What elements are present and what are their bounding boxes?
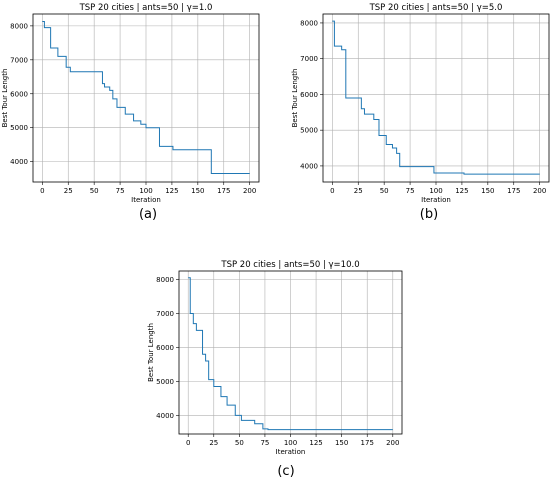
- x-tick-label: 100: [139, 187, 152, 195]
- y-tick-label: 6000: [156, 344, 174, 352]
- y-tick-label: 6000: [10, 90, 28, 98]
- y-tick-label: 8000: [156, 276, 174, 284]
- x-axis-label: Iteration: [276, 448, 306, 456]
- chart-title: TSP 20 cities | ants=50 | γ=5.0: [369, 3, 503, 13]
- y-tick-label: 4000: [300, 162, 318, 170]
- panel-caption-b: (b): [420, 207, 438, 222]
- y-axis-label: Best Tour Length: [147, 323, 155, 382]
- x-tick-label: 75: [406, 187, 415, 195]
- x-tick-label: 150: [335, 439, 348, 447]
- y-tick-label: 7000: [156, 310, 174, 318]
- y-axis-label: Best Tour Length: [1, 69, 9, 128]
- x-tick-label: 200: [243, 187, 256, 195]
- x-tick-label: 125: [309, 439, 322, 447]
- x-tick-label: 0: [186, 439, 190, 447]
- panel-caption-c: (c): [277, 464, 294, 479]
- x-tick-label: 50: [90, 187, 99, 195]
- chart-title: TSP 20 cities | ants=50 | γ=10.0: [220, 260, 359, 270]
- x-tick-label: 200: [533, 187, 546, 195]
- x-tick-label: 0: [40, 187, 44, 195]
- x-tick-label: 100: [284, 439, 297, 447]
- x-tick-label: 200: [386, 439, 399, 447]
- x-tick-label: 150: [481, 187, 494, 195]
- panel-caption-a: (a): [139, 207, 157, 222]
- y-tick-label: 5000: [300, 127, 318, 135]
- chart-title: TSP 20 cities | ants=50 | γ=1.0: [79, 3, 213, 13]
- x-tick-label: 150: [191, 187, 204, 195]
- chart-panel-c: 0 25 50 75 100 125 150 175 200 4000 5000 6000 7000 80…: [147, 260, 403, 479]
- y-tick-label: 8000: [10, 22, 28, 30]
- x-tick-label: 175: [217, 187, 230, 195]
- series-line: [188, 277, 393, 431]
- y-tick-label: 7000: [300, 55, 318, 63]
- x-tick-label: 0: [330, 187, 334, 195]
- x-tick-label: 75: [260, 439, 269, 447]
- x-axis-label: Iteration: [131, 196, 161, 204]
- x-tick-label: 125: [165, 187, 178, 195]
- y-tick-label: 5000: [10, 124, 28, 132]
- y-tick-label: 4000: [10, 158, 28, 166]
- x-tick-label: 25: [209, 439, 218, 447]
- x-tick-label: 175: [361, 439, 374, 447]
- series-line: [42, 20, 250, 175]
- series-line: [332, 20, 540, 175]
- x-tick-label: 175: [507, 187, 520, 195]
- x-tick-label: 100: [429, 187, 442, 195]
- x-axis-label: Iteration: [421, 196, 451, 204]
- y-tick-label: 5000: [156, 378, 174, 386]
- x-tick-label: 25: [354, 187, 363, 195]
- plot-frame: [178, 270, 403, 435]
- chart-panel-a: 0 25 50 75 100 125 150 175 200 4000 5000 6000 7000 80…: [1, 3, 260, 222]
- y-tick-label: 8000: [300, 19, 318, 27]
- plot-frame: [32, 13, 260, 183]
- y-axis-label: Best Tour Length: [291, 69, 299, 128]
- y-tick-label: 6000: [300, 91, 318, 99]
- y-tick-label: 4000: [156, 412, 174, 420]
- x-tick-label: 25: [64, 187, 73, 195]
- chart-panel-b: 0 25 50 75 100 125 150 175 200 4000 5000 6000 7000 80…: [291, 3, 550, 222]
- y-tick-label: 7000: [10, 56, 28, 64]
- x-tick-label: 75: [116, 187, 125, 195]
- x-tick-label: 50: [235, 439, 244, 447]
- x-tick-label: 50: [380, 187, 389, 195]
- plot-frame: [322, 13, 550, 183]
- x-tick-label: 125: [455, 187, 468, 195]
